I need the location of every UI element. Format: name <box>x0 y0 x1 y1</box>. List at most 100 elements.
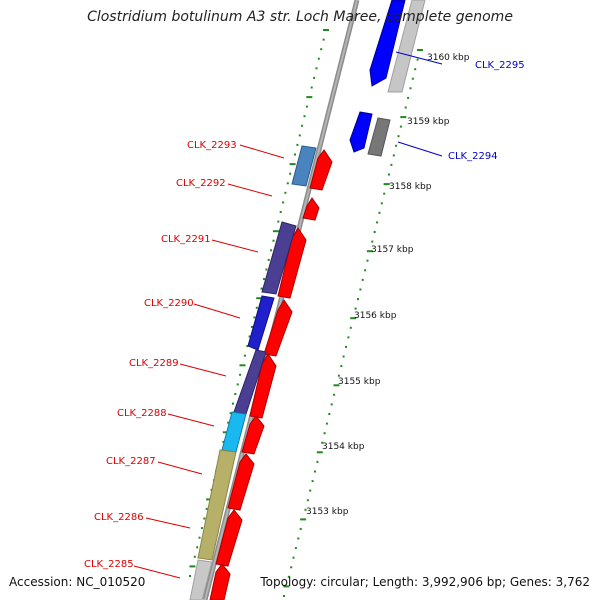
ruler-major-tick <box>283 585 290 588</box>
feature-block-clk-2285 <box>189 559 213 600</box>
kbp-label: 3157 kbp <box>371 245 414 255</box>
ruler-minor-tick <box>364 269 367 272</box>
kbp-label: 3156 kbp <box>354 311 397 321</box>
accession-text: Accession: NC_010520 <box>9 575 146 589</box>
gene-label-clk-2285[interactable]: CLK_2285 <box>84 559 134 570</box>
ruler-minor-tick <box>294 153 296 156</box>
ruler-minor-tick <box>253 316 256 319</box>
ruler-minor-tick <box>301 124 304 127</box>
ruler-minor-tick <box>284 191 287 194</box>
ruler-minor-tick <box>200 527 203 530</box>
ruler-minor-tick <box>231 402 234 405</box>
gene-label-clk-2290[interactable]: CLK_2290 <box>144 298 194 309</box>
feature-block-clk-2287[interactable] <box>197 449 237 561</box>
ruler-minor-tick <box>198 536 201 539</box>
ruler-minor-tick <box>361 278 364 281</box>
ruler-minor-tick <box>316 460 319 463</box>
ruler-minor-tick <box>279 211 282 213</box>
ruler-minor-tick <box>310 86 313 89</box>
gene-clk-2294-shadow-segment <box>367 117 391 157</box>
ruler-minor-tick <box>298 134 301 137</box>
ruler-minor-tick <box>294 547 297 550</box>
ruler-minor-tick <box>246 345 249 348</box>
topology-text: Topology: circular; Length: 3,992,906 bp… <box>260 575 590 589</box>
ruler-major-tick <box>206 498 213 501</box>
ruler-minor-tick <box>380 202 383 205</box>
ruler-major-tick <box>189 565 196 568</box>
gene-label-clk-2287[interactable]: CLK_2287 <box>106 456 156 467</box>
gene-labels: CLK_2295 CLK_2294 CLK_2293 CLK_2292 CLK_… <box>84 60 525 570</box>
ruler-minor-tick <box>404 106 407 109</box>
ruler-minor-tick <box>260 287 263 290</box>
feature-blocks <box>189 145 317 600</box>
ruler-major-tick <box>306 96 313 99</box>
gene-label-clk-2295[interactable]: CLK_2295 <box>475 60 525 71</box>
ruler-minor-tick <box>342 355 345 358</box>
gene-clk-2285-forward-arrow[interactable] <box>209 563 231 600</box>
ruler-minor-tick <box>304 508 307 511</box>
ruler-minor-tick <box>282 201 285 204</box>
ruler-minor-tick <box>322 38 325 41</box>
gene-clk-2287-forward-arrow[interactable] <box>227 453 255 511</box>
ruler-major-tick <box>289 163 296 166</box>
gene-clk-2291-forward-arrow[interactable] <box>277 227 307 299</box>
feature-block-clk-2293[interactable] <box>291 145 317 187</box>
gene-label-clk-2289[interactable]: CLK_2289 <box>129 358 179 369</box>
ruler-minor-tick <box>373 231 376 233</box>
ruler-minor-tick <box>193 555 196 558</box>
kbp-labels: 3160 kbp 3159 kbp 3158 kbp 3157 kbp 3156… <box>306 53 470 517</box>
gene-clk-2295-reverse-arrow[interactable] <box>369 0 406 87</box>
ruler-minor-tick <box>283 595 285 597</box>
ruler-major-tick <box>323 29 329 31</box>
gene-clk-2293-forward-arrow[interactable] <box>309 149 333 191</box>
outer-ruler-ticks <box>283 49 423 597</box>
gene-label-clk-2288[interactable]: CLK_2288 <box>117 408 167 419</box>
gene-label-clk-2294[interactable]: CLK_2294 <box>448 151 498 162</box>
ruler-minor-tick <box>306 499 309 502</box>
gene-clk-2295-shadow-segment <box>387 0 426 93</box>
ruler-minor-tick <box>388 173 390 176</box>
ruler-minor-tick <box>392 154 395 157</box>
ruler-minor-tick <box>357 298 359 301</box>
ruler-minor-tick <box>299 527 302 530</box>
gene-label-clk-2293[interactable]: CLK_2293 <box>187 140 237 151</box>
feature-block-clk-2291[interactable] <box>261 221 297 295</box>
ruler-minor-tick <box>328 413 331 415</box>
ruler-minor-tick <box>337 374 340 377</box>
gene-label-clk-2292[interactable]: CLK_2292 <box>176 178 226 189</box>
ruler-minor-tick <box>309 489 312 492</box>
ruler-major-tick <box>300 518 307 521</box>
ruler-minor-tick <box>205 507 208 510</box>
ruler-minor-tick <box>320 48 323 51</box>
gene-label-clk-2291[interactable]: CLK_2291 <box>161 234 211 245</box>
gene-clk-2290-forward-arrow[interactable] <box>263 299 293 357</box>
forward-strand-genes <box>209 149 333 600</box>
ruler-minor-tick <box>315 67 318 70</box>
ruler-minor-tick <box>287 575 290 578</box>
ruler-minor-tick <box>354 307 357 310</box>
ruler-minor-tick <box>203 517 206 520</box>
ruler-minor-tick <box>390 163 393 166</box>
ruler-minor-tick <box>314 470 316 473</box>
ruler-minor-tick <box>265 268 268 271</box>
gene-clk-2288-forward-arrow[interactable] <box>241 415 265 455</box>
ruler-major-tick <box>316 451 323 454</box>
ruler-minor-tick <box>395 144 398 147</box>
ruler-minor-tick <box>248 335 251 338</box>
ruler-minor-tick <box>196 546 199 549</box>
kbp-label: 3154 kbp <box>322 442 365 452</box>
gene-clk-2286-forward-arrow[interactable] <box>215 509 243 567</box>
ruler-minor-tick <box>407 96 410 99</box>
gene-clk-2289-forward-arrow[interactable] <box>249 353 277 419</box>
ruler-minor-tick <box>272 239 275 242</box>
ruler-minor-tick <box>270 249 273 252</box>
kbp-label: 3160 kbp <box>427 53 470 63</box>
gene-label-clk-2286[interactable]: CLK_2286 <box>94 512 144 523</box>
gene-clk-2292-forward-arrow[interactable] <box>302 197 320 221</box>
ruler-minor-tick <box>305 105 308 108</box>
ruler-minor-tick <box>227 421 230 424</box>
gene-clk-2294-reverse-arrow[interactable] <box>349 111 373 153</box>
ruler-minor-tick <box>349 326 352 329</box>
ruler-minor-tick <box>378 211 381 214</box>
ruler-minor-tick <box>292 556 295 559</box>
